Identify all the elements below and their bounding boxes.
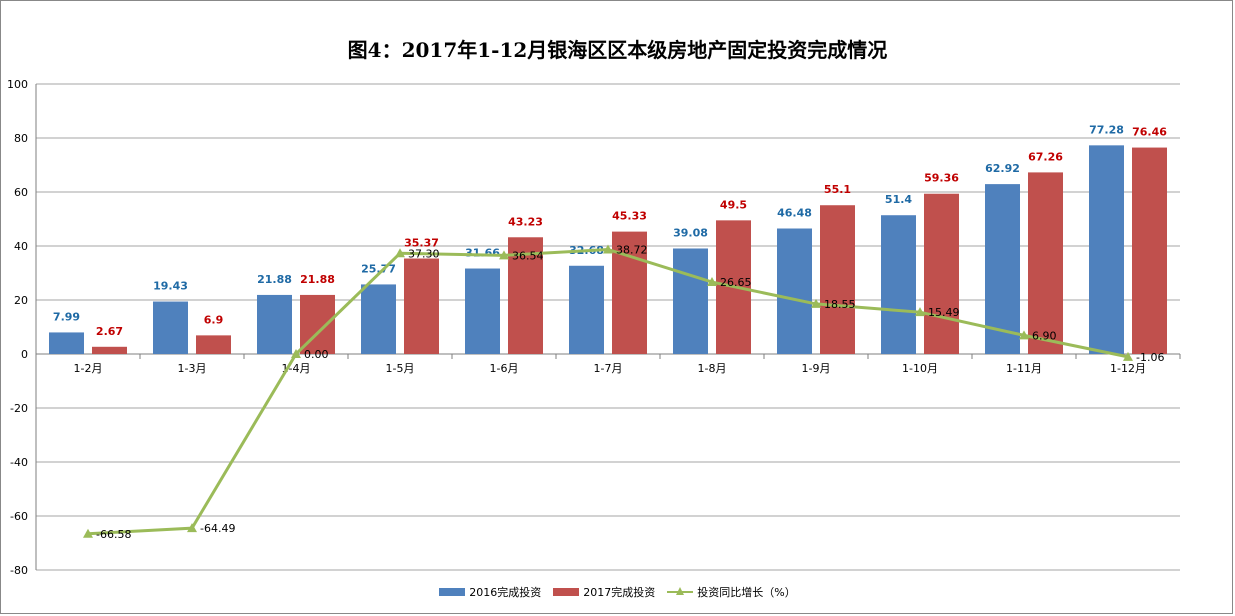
- growth-marker: [1123, 351, 1133, 361]
- legend-swatch-2016: [439, 588, 466, 596]
- legend-label-2016: 2016完成投资: [469, 586, 542, 599]
- growth-marker: [395, 248, 405, 258]
- growth-marker: [603, 244, 613, 254]
- x-tick-label: 1-3月: [178, 362, 207, 375]
- y-tick-label: -80: [10, 564, 28, 577]
- legend-item-growth: 投资同比增长（%）: [667, 584, 796, 600]
- legend-swatch-2017: [553, 588, 580, 596]
- bar-2016: [569, 265, 604, 354]
- growth-label: 6.90: [1032, 329, 1057, 342]
- bar-2017: [1132, 147, 1167, 354]
- data-label-2017: 59.36: [924, 172, 959, 185]
- bar-2016: [881, 215, 916, 354]
- data-label-2017: 21.88: [300, 273, 335, 286]
- bar-2017: [196, 335, 231, 354]
- growth-label: 18.55: [824, 298, 856, 311]
- data-label-2017: 76.46: [1132, 126, 1167, 139]
- growth-label: 15.49: [928, 306, 960, 319]
- growth-marker: [915, 307, 925, 317]
- data-label-2017: 43.23: [508, 215, 543, 228]
- data-label-2016: 7.99: [53, 310, 80, 323]
- growth-label: 0.00: [304, 348, 329, 361]
- legend-label-growth: 投资同比增长（%）: [697, 586, 796, 599]
- bar-2017: [92, 346, 127, 354]
- growth-label: -1.06: [1136, 351, 1164, 364]
- data-label-2017: 6.9: [204, 313, 224, 326]
- legend-item-2016: 2016完成投资: [439, 584, 541, 600]
- bar-2016: [985, 184, 1020, 354]
- x-tick-label: 1-5月: [386, 362, 415, 375]
- data-label-2017: 35.37: [404, 237, 439, 250]
- x-tick-label: 1-6月: [490, 362, 519, 375]
- y-tick-label: -40: [10, 456, 28, 469]
- bar-2016: [257, 294, 292, 354]
- y-tick-label: 80: [14, 132, 28, 145]
- data-label-2017: 45.33: [612, 210, 647, 223]
- growth-marker: [291, 349, 301, 358]
- x-tick-label: 1-2月: [74, 362, 103, 375]
- bar-2016: [361, 284, 396, 354]
- y-tick-label: 20: [14, 294, 28, 307]
- data-label-2016: 21.88: [257, 273, 292, 286]
- legend: 2016完成投资 2017完成投资 投资同比增长（%）: [0, 584, 1235, 600]
- chart-title: 图4：2017年1-12月银海区区本级房地产固定投资完成情况: [347, 38, 888, 62]
- x-tick-label: 1-12月: [1110, 362, 1146, 375]
- bar-2016: [49, 332, 84, 354]
- bar-2017: [1028, 172, 1063, 354]
- bar-2017: [404, 258, 439, 354]
- growth-marker: [1019, 330, 1029, 340]
- y-tick-label: -20: [10, 402, 28, 415]
- bar-2016: [153, 301, 188, 354]
- growth-label: -66.58: [96, 528, 131, 541]
- growth-marker: [811, 298, 821, 308]
- data-label-2017: 2.67: [96, 325, 123, 338]
- bar-2017: [508, 237, 543, 354]
- growth-line: [87, 247, 1129, 536]
- data-label-2017: 55.1: [824, 183, 851, 196]
- growth-marker: [707, 277, 717, 287]
- x-tick-label: 1-9月: [802, 362, 831, 375]
- growth-marker: [83, 528, 93, 538]
- x-tick-label: 1-10月: [902, 362, 938, 375]
- data-label-2017: 49.5: [720, 198, 747, 211]
- bar-2016: [777, 228, 812, 354]
- bar-2017: [924, 193, 959, 354]
- bar-2016: [673, 248, 708, 354]
- y-tick-label: -60: [10, 510, 28, 523]
- x-tick-label: 1-8月: [698, 362, 727, 375]
- bar-2016: [1089, 145, 1124, 354]
- x-tick-label: 1-7月: [594, 362, 623, 375]
- growth-marker: [499, 250, 509, 260]
- growth-label: -64.49: [200, 522, 235, 535]
- growth-label: 26.65: [720, 276, 752, 289]
- bar-2016: [465, 268, 500, 354]
- data-label-2016: 31.66: [465, 247, 500, 260]
- y-tick-label: 60: [14, 186, 28, 199]
- data-label-2016: 39.08: [673, 226, 708, 239]
- growth-label: 37.30: [408, 247, 440, 260]
- legend-item-2017: 2017完成投资: [553, 584, 655, 600]
- y-tick-label: 100: [7, 78, 28, 91]
- data-label-2016: 19.43: [153, 280, 188, 293]
- legend-swatch-growth: [667, 587, 694, 597]
- x-tick-label: 1-11月: [1006, 362, 1042, 375]
- y-tick-label: 40: [14, 240, 28, 253]
- growth-label: 38.72: [616, 243, 648, 256]
- data-label-2016: 51.4: [885, 193, 912, 206]
- data-label-2016: 46.48: [777, 207, 812, 220]
- data-label-2016: 77.28: [1089, 123, 1124, 136]
- data-label-2016: 62.92: [985, 162, 1020, 175]
- growth-label: 36.54: [512, 249, 544, 262]
- growth-marker: [187, 523, 197, 533]
- data-label-2017: 67.26: [1028, 150, 1063, 163]
- y-tick-label: 0: [21, 348, 28, 361]
- legend-label-2017: 2017完成投资: [583, 586, 656, 599]
- bar-2017: [820, 205, 855, 354]
